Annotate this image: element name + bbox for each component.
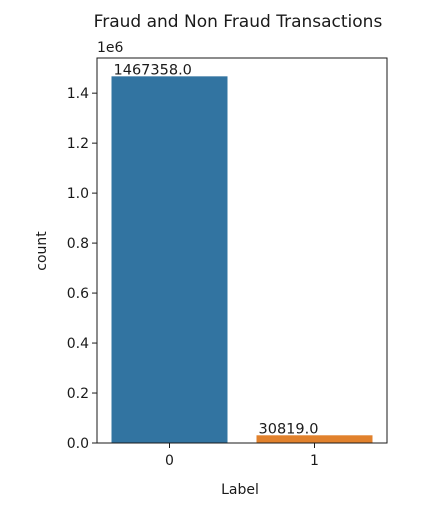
y-tick-label-5: 1.0 xyxy=(67,186,89,202)
y-tick-label-2: 0.4 xyxy=(67,336,89,352)
y-axis-label: count xyxy=(34,231,50,271)
y-tick-label-0: 0.0 xyxy=(67,436,89,452)
bar-0 xyxy=(111,76,228,443)
y-tick-label-3: 0.6 xyxy=(67,286,89,302)
y-tick-label-6: 1.2 xyxy=(67,136,89,152)
x-axis-label: Label xyxy=(221,482,259,498)
x-tick-label-1: 1 xyxy=(310,453,319,469)
y-tick-label-7: 1.4 xyxy=(67,86,89,102)
chart-title: Fraud and Non Fraud Transactions xyxy=(94,12,383,32)
data-label-0: 1467358.0 xyxy=(114,62,192,78)
ticks-group: 0 1 0.0 0.2 0.4 0.6 0.8 1.0 1.2 1.4 xyxy=(67,86,319,469)
y-axis-offset-label: 1e6 xyxy=(97,40,124,56)
x-tick-label-0: 0 xyxy=(165,453,174,469)
bars-group xyxy=(111,76,373,443)
bar-1 xyxy=(256,435,373,443)
y-tick-label-1: 0.2 xyxy=(67,386,89,402)
plot-frame xyxy=(96,57,388,444)
data-label-1: 30819.0 xyxy=(259,421,319,437)
data-labels-group: 1467358.0 30819.0 xyxy=(114,62,319,437)
y-tick-label-4: 0.8 xyxy=(67,236,89,252)
